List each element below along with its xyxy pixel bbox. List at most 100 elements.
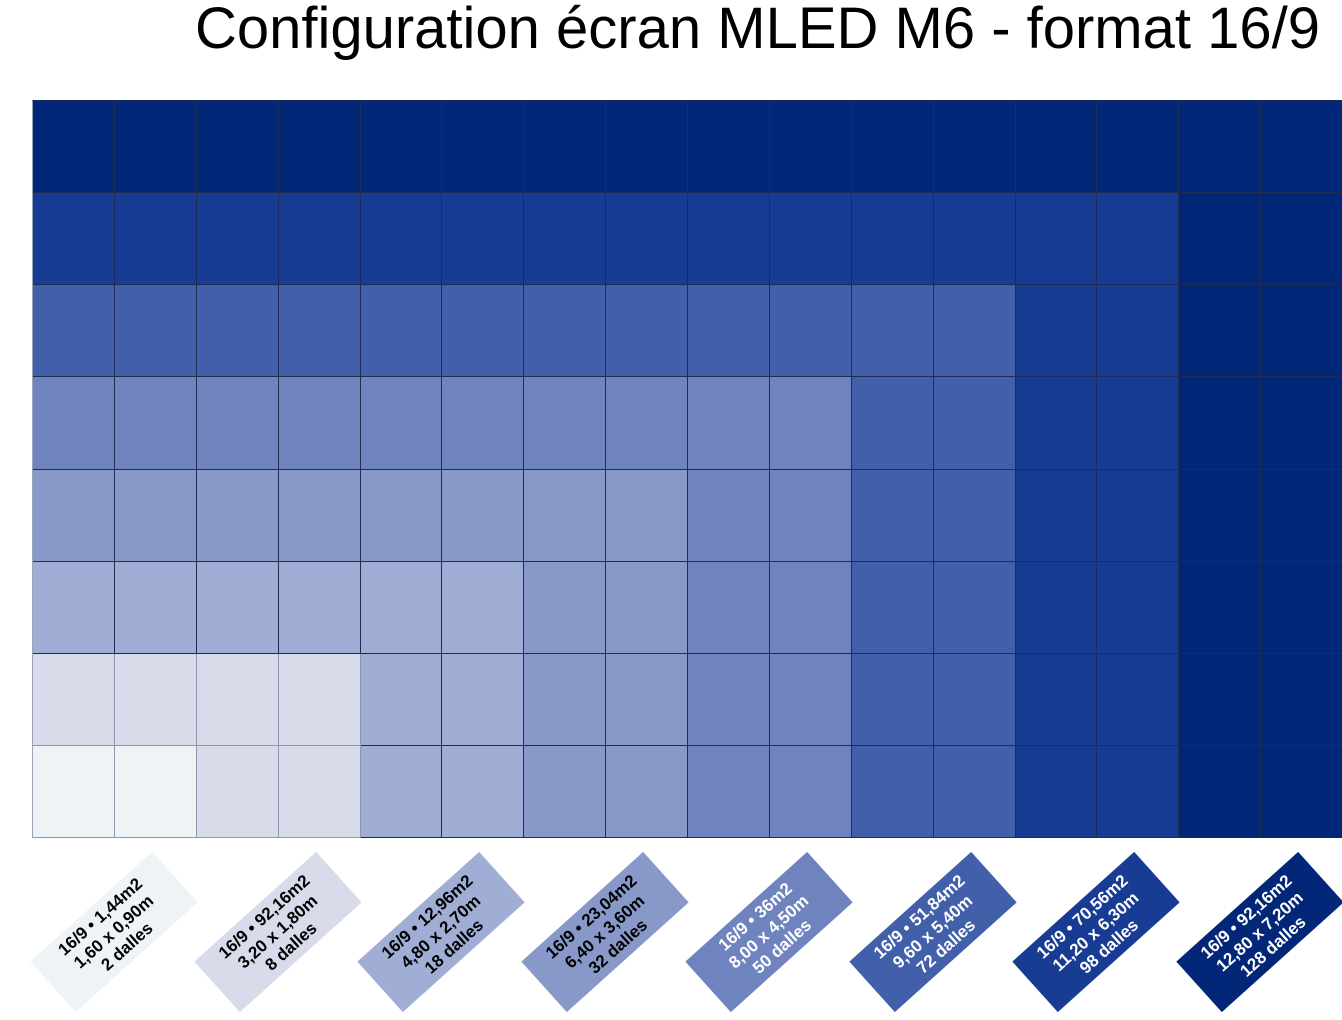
tile-cell	[360, 285, 443, 378]
tile-cell	[933, 101, 1016, 194]
tile-cell	[933, 469, 1016, 562]
tile-cell	[1097, 653, 1180, 746]
tile-cell	[33, 101, 115, 194]
tile-cell	[606, 653, 688, 746]
tile-cell	[278, 745, 361, 838]
tile-cell	[688, 377, 770, 470]
configuration-label: 16/9 • 92,16m2 3,20 x 1,80m 8 dalles	[193, 851, 362, 1013]
tile-cell	[1179, 377, 1262, 470]
tile-cell	[606, 101, 688, 194]
tile-cell	[933, 653, 1016, 746]
tile-cell	[933, 561, 1016, 654]
tile-cell	[524, 285, 607, 378]
tile-cell	[688, 469, 770, 562]
tile-cell	[524, 101, 607, 194]
tile-cell	[851, 745, 934, 838]
tile-cell	[278, 377, 361, 470]
tile-cell	[1015, 561, 1098, 654]
tile-cell	[360, 653, 443, 746]
tile-cell	[606, 745, 688, 838]
tile-cell	[1261, 101, 1342, 194]
tile-cell	[442, 101, 525, 194]
tile-cell	[1179, 193, 1262, 286]
tile-cell	[1097, 285, 1180, 378]
tile-cell	[278, 285, 361, 378]
tile-cell	[33, 377, 115, 470]
tile-cell	[1015, 377, 1098, 470]
tile-cell	[114, 469, 197, 562]
configuration-label: 16/9 • 51,84m2 9,60 x 5,40m 72 dalles	[848, 851, 1017, 1013]
tile-cell	[114, 285, 197, 378]
tile-cell	[196, 653, 279, 746]
tile-cell	[360, 745, 443, 838]
tile-cell	[1261, 285, 1342, 378]
tile-cell	[851, 285, 934, 378]
tile-cell	[360, 561, 443, 654]
tile-cell	[851, 377, 934, 470]
tile-cell	[33, 561, 115, 654]
tile-cell	[442, 285, 525, 378]
tile-cell	[851, 653, 934, 746]
tile-cell	[933, 193, 1016, 286]
tile-cell	[1261, 377, 1342, 470]
tile-cell	[688, 745, 770, 838]
configuration-label: 16/9 • 92,16m2 12,80 x 7,20m 128 dalles	[1176, 851, 1342, 1013]
tile-cell	[1179, 469, 1262, 562]
tile-cell	[606, 193, 688, 286]
tile-cell	[442, 561, 525, 654]
tile-cell	[606, 561, 688, 654]
configuration-labels: 16/9 • 1,44m2 1,60 x 0,90m 2 dalles 16/9 • …	[0, 850, 1342, 1020]
tile-cell	[278, 561, 361, 654]
tile-cell	[1097, 193, 1180, 286]
tile-cell	[851, 561, 934, 654]
tile-cell	[196, 469, 279, 562]
tile-cell	[1179, 101, 1262, 194]
tile-cell	[1097, 561, 1180, 654]
tile-cell	[1179, 285, 1262, 378]
tile-cell	[524, 745, 607, 838]
tile-cell	[524, 653, 607, 746]
tile-cell	[1261, 561, 1342, 654]
tile-cell	[769, 653, 852, 746]
tile-cell	[606, 285, 688, 378]
tile-cell	[524, 561, 607, 654]
tile-cell	[1097, 745, 1180, 838]
tile-cell	[688, 193, 770, 286]
tile-cell	[114, 745, 197, 838]
tile-cell	[1015, 285, 1098, 378]
tile-cell	[1015, 745, 1098, 838]
tile-cell	[769, 469, 852, 562]
screen-tile-grid	[32, 100, 1342, 838]
tile-cell	[933, 285, 1016, 378]
tile-cell	[851, 469, 934, 562]
tile-cell	[1261, 469, 1342, 562]
configuration-label: 16/9 • 70,56m2 11,20 x 6,30m 98 dalles	[1012, 851, 1181, 1013]
tile-cell	[1179, 745, 1262, 838]
configuration-label: 16/9 • 23,04m2 6,40 x 3,60m 32 dalles	[521, 851, 689, 1013]
tile-cell	[442, 653, 525, 746]
tile-cell	[1179, 653, 1262, 746]
tile-cell	[688, 653, 770, 746]
tile-cell	[524, 377, 607, 470]
tile-cell	[1097, 101, 1180, 194]
tile-cell	[933, 377, 1016, 470]
tile-cell	[360, 469, 443, 562]
tile-cell	[1097, 469, 1180, 562]
tile-cell	[769, 745, 852, 838]
tile-cell	[33, 653, 115, 746]
tile-cell	[114, 193, 197, 286]
tile-cell	[769, 377, 852, 470]
tile-cell	[442, 745, 525, 838]
tile-cell	[114, 101, 197, 194]
tile-cell	[851, 101, 934, 194]
configuration-label: 16/9 • 1,44m2 1,60 x 0,90m 2 dalles	[30, 851, 198, 1013]
page-title: Configuration écran MLED M6 - format 16/…	[194, 0, 1320, 61]
tile-cell	[524, 469, 607, 562]
tile-cell	[114, 561, 197, 654]
tile-cell	[606, 469, 688, 562]
tile-cell	[1261, 745, 1342, 838]
tile-cell	[1261, 653, 1342, 746]
tile-cell	[1015, 653, 1098, 746]
tile-cell	[769, 193, 852, 286]
tile-cell	[1179, 561, 1262, 654]
